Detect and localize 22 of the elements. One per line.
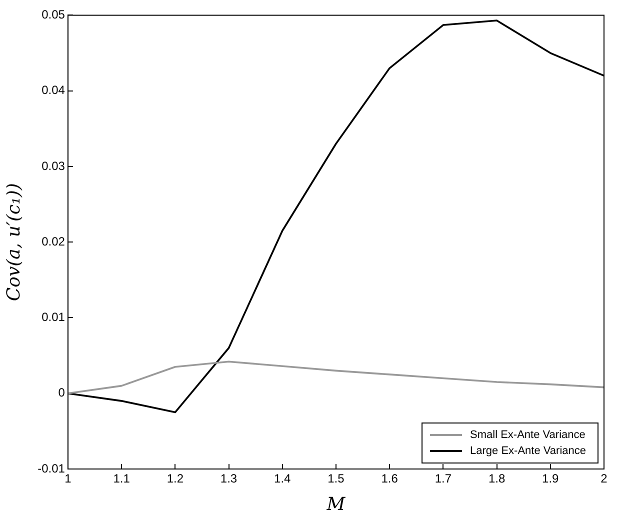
x-tick-label: 1.8 xyxy=(488,472,506,486)
y-tick-label: -0.01 xyxy=(38,461,66,476)
x-tick-label: 1.5 xyxy=(328,472,345,486)
legend-label: Large Ex-Ante Variance xyxy=(470,445,586,458)
x-tick-label: 1.9 xyxy=(542,472,560,486)
y-tick-label: 0 xyxy=(58,386,66,400)
x-tick-label: 1.6 xyxy=(381,472,398,486)
y-axis-title: Cov(a, u′(c₁)) xyxy=(3,183,24,302)
y-tick-label: 0.05 xyxy=(42,8,66,22)
x-axis-title: M xyxy=(326,494,346,515)
x-tick-label: 1.4 xyxy=(274,472,292,486)
x-tick-label: 1.3 xyxy=(220,472,238,486)
y-tick-label: 0.02 xyxy=(42,234,66,248)
legend-label: Small Ex-Ante Variance xyxy=(470,429,586,442)
x-tick-label: 1 xyxy=(64,472,72,486)
x-tick-label: 2 xyxy=(600,472,608,486)
y-tick-label: 0.04 xyxy=(42,83,66,98)
x-tick-label: 1.2 xyxy=(166,472,184,486)
y-tick-label: 0.01 xyxy=(42,310,66,324)
x-tick-label: 1.7 xyxy=(434,472,452,486)
y-tick-label: 0.03 xyxy=(42,158,66,173)
x-tick-label: 1.1 xyxy=(113,472,130,486)
